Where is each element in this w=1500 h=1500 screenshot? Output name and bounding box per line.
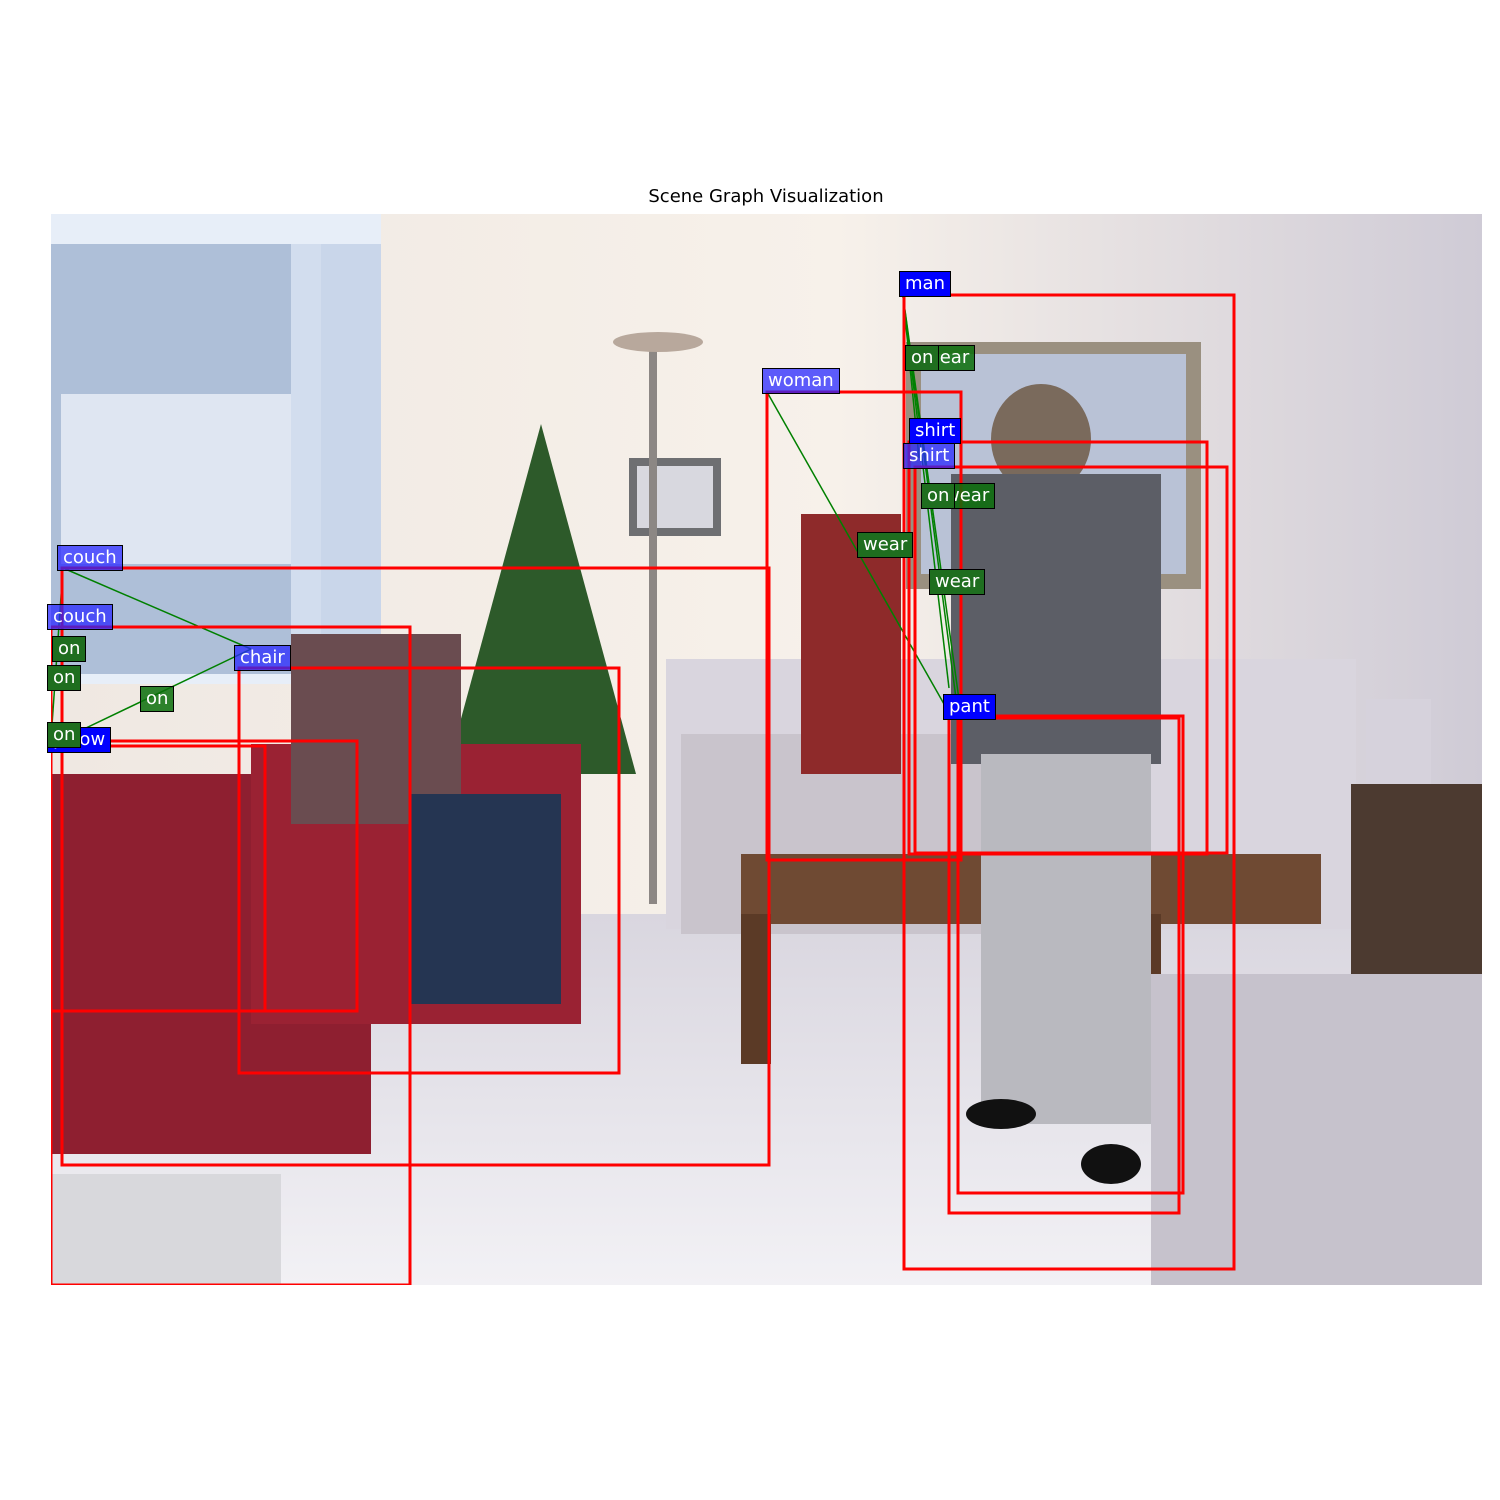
label-pant: pant (943, 694, 996, 720)
relation-label-on-6: on (47, 722, 82, 748)
relation-label-on-4: on (47, 665, 82, 691)
chart-title: Scene Graph Visualization (648, 186, 884, 207)
label-chair: chair (234, 645, 291, 671)
box-couch-2 (51, 625, 412, 1285)
box-pillow-2 (51, 744, 267, 1013)
relation-label-on-2: on (921, 483, 956, 509)
label-shirt-2: shirt (903, 443, 956, 469)
box-man (902, 293, 1236, 1271)
relation-label-on: on (905, 345, 940, 371)
box-pant-2 (947, 716, 1181, 1215)
box-chair (237, 666, 621, 1075)
box-shirt-2 (913, 465, 1229, 855)
relation-label-wear-4: wear (929, 569, 986, 595)
box-pant (956, 714, 1185, 1195)
edge-couch-chair (62, 567, 252, 650)
bounding-boxes (51, 293, 1236, 1285)
label-shirt: shirt (909, 418, 962, 444)
relation-label-on-3: on (52, 636, 87, 662)
relation-label-wear-3: wear (857, 532, 914, 558)
box-couch (60, 566, 771, 1167)
label-couch: couch (57, 545, 123, 571)
label-couch-2: couch (47, 604, 113, 630)
box-woman (765, 390, 963, 862)
label-man: man (899, 271, 951, 297)
label-woman: woman (762, 368, 840, 394)
relation-label-on-5: on (140, 686, 175, 712)
